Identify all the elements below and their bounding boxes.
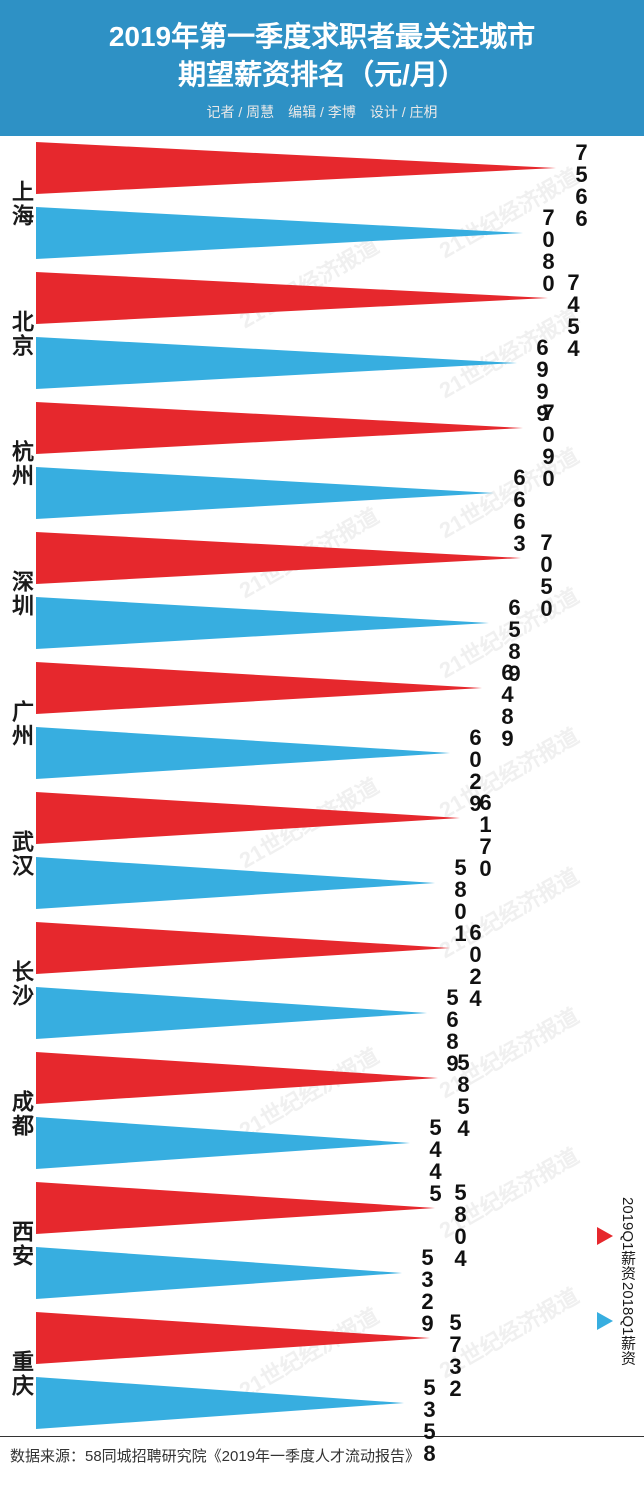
bar-row: 5445 bbox=[0, 1111, 644, 1176]
city-row: 北京 7454 6999 bbox=[0, 266, 644, 396]
city-row: 武汉 6170 5801 bbox=[0, 786, 644, 916]
city-row: 上海 7566 7080 bbox=[0, 136, 644, 266]
title-line-2: 期望薪资排名（元/月） bbox=[10, 56, 634, 94]
bar-triangle bbox=[36, 1247, 402, 1304]
city-row: 西安 5804 5329 bbox=[0, 1176, 644, 1306]
bar-row: 6029 bbox=[0, 721, 644, 786]
city-row: 广州 6489 6029 bbox=[0, 656, 644, 786]
bar-triangle bbox=[36, 987, 427, 1044]
bar-triangle bbox=[36, 337, 517, 394]
bar-row: 6663 bbox=[0, 461, 644, 526]
bar-row: 5358 bbox=[0, 1371, 644, 1436]
bar-triangle bbox=[36, 142, 556, 199]
city-row: 重庆 5732 5358 bbox=[0, 1306, 644, 1436]
bar-triangle bbox=[36, 597, 489, 654]
bar-triangle bbox=[36, 922, 450, 979]
bar-triangle bbox=[36, 402, 523, 459]
bar-triangle bbox=[36, 467, 494, 524]
bar-row: 7050 bbox=[0, 526, 644, 591]
bar-triangle bbox=[36, 1182, 435, 1239]
bar-triangle bbox=[36, 532, 521, 589]
bar-row: 5329 bbox=[0, 1241, 644, 1306]
credits-line: 记者 / 周慧 编辑 / 李博 设计 / 庄枂 bbox=[10, 102, 634, 122]
bar-triangle bbox=[36, 272, 548, 329]
bar-row: 6024 bbox=[0, 916, 644, 981]
bar-triangle bbox=[36, 662, 482, 719]
bar-row: 6489 bbox=[0, 656, 644, 721]
city-row: 杭州 7090 6663 bbox=[0, 396, 644, 526]
bar-triangle bbox=[36, 1117, 410, 1174]
bar-triangle bbox=[36, 792, 460, 849]
bar-value-label: 5358 bbox=[416, 1375, 442, 1463]
city-row: 成都 5854 5445 bbox=[0, 1046, 644, 1176]
bar-row: 5854 bbox=[0, 1046, 644, 1111]
bar-triangle bbox=[36, 1377, 404, 1434]
bar-triangle bbox=[36, 857, 435, 914]
bar-row: 5804 bbox=[0, 1176, 644, 1241]
bar-row: 6170 bbox=[0, 786, 644, 851]
bar-row: 7080 bbox=[0, 201, 644, 266]
chart-area: 2019Q1薪资2018Q1薪资 21世纪经济报道21世纪经济报道21世纪经济报… bbox=[0, 136, 644, 1436]
chart-header: 2019年第一季度求职者最关注城市 期望薪资排名（元/月） 记者 / 周慧 编辑… bbox=[0, 0, 644, 136]
bar-row: 5689 bbox=[0, 981, 644, 1046]
bar-row: 6589 bbox=[0, 591, 644, 656]
bar-row: 5801 bbox=[0, 851, 644, 916]
city-row: 深圳 7050 6589 bbox=[0, 526, 644, 656]
footer-source: 数据来源：58同城招聘研究院《2019年一季度人才流动报告》 bbox=[0, 1436, 644, 1480]
bar-row: 6999 bbox=[0, 331, 644, 396]
bar-row: 5732 bbox=[0, 1306, 644, 1371]
title-line-1: 2019年第一季度求职者最关注城市 bbox=[10, 18, 634, 56]
city-row: 长沙 6024 5689 bbox=[0, 916, 644, 1046]
bar-triangle bbox=[36, 1052, 438, 1109]
bar-row: 7566 bbox=[0, 136, 644, 201]
bar-row: 7454 bbox=[0, 266, 644, 331]
bar-triangle bbox=[36, 207, 523, 264]
bar-triangle bbox=[36, 727, 450, 784]
bar-row: 7090 bbox=[0, 396, 644, 461]
bar-triangle bbox=[36, 1312, 430, 1369]
